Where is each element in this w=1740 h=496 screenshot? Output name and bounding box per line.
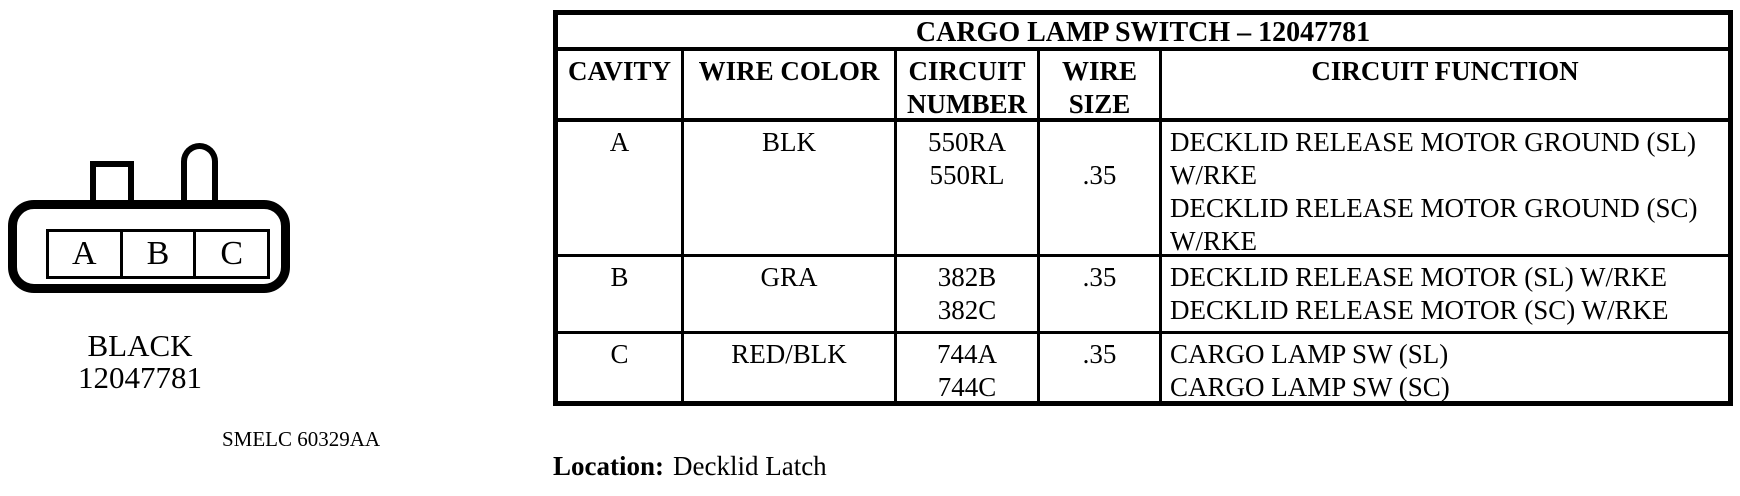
row-b-function-line-1: DECKLID RELEASE MOTOR (SL) W/RKE bbox=[1170, 262, 1667, 292]
cavity-c-label: C bbox=[220, 235, 244, 272]
row-a-function-line-4: W/RKE bbox=[1170, 226, 1257, 254]
table-header-row: CAVITY WIRE COLOR CIRCUIT NUMBER WIRE SI… bbox=[558, 51, 1728, 122]
row-b-function-line-2: DECKLID RELEASE MOTOR (SC) W/RKE bbox=[1170, 295, 1669, 325]
row-a-function-line-2: W/RKE bbox=[1170, 160, 1257, 190]
row-c-wire-color: RED/BLK bbox=[684, 334, 897, 401]
header-wire-size: WIRE SIZE bbox=[1040, 51, 1162, 118]
header-circuit-number: CIRCUIT NUMBER bbox=[897, 51, 1040, 118]
connector-index-tab-icon bbox=[90, 161, 134, 206]
row-c-function-line-1: CARGO LAMP SW (SL) bbox=[1170, 339, 1449, 369]
row-c-function-line-2: CARGO LAMP SW (SC) bbox=[1170, 372, 1450, 401]
connector-caption: BLACK 12047781 bbox=[30, 330, 250, 394]
cargo-lamp-switch-table: CARGO LAMP SWITCH – 12047781 CAVITY WIRE… bbox=[553, 10, 1733, 406]
header-wire-size-line2: SIZE bbox=[1068, 89, 1131, 118]
row-a-cavity: A bbox=[558, 122, 684, 254]
header-wire-size-line1: WIRE bbox=[1061, 56, 1137, 86]
row-a-circuit-numbers: 550RA 550RL bbox=[897, 122, 1040, 254]
table-row-cavity-a: A BLK 550RA 550RL .35 DECKLID RELEASE MO… bbox=[558, 122, 1728, 257]
connector-lock-tab-icon bbox=[181, 143, 218, 206]
row-a-function-line-3: DECKLID RELEASE MOTOR GROUND (SC) bbox=[1170, 193, 1698, 223]
row-a-circuit-function: DECKLID RELEASE MOTOR GROUND (SL) W/RKE … bbox=[1162, 122, 1728, 254]
connector-diagram: A B C BLACK 12047781 SMELC 60329AA bbox=[0, 0, 480, 496]
row-a-circuit-number-2: 550RL bbox=[929, 160, 1005, 190]
row-b-circuit-function: DECKLID RELEASE MOTOR (SL) W/RKE DECKLID… bbox=[1162, 257, 1728, 331]
table-row-cavity-b: B GRA 382B 382C .35 DECKLID RELEASE MOTO… bbox=[558, 257, 1728, 334]
row-c-circuit-number-2: 744C bbox=[937, 372, 997, 401]
row-b-cavity: B bbox=[558, 257, 684, 331]
row-b-wire-color: GRA bbox=[684, 257, 897, 331]
cavity-a-label: A bbox=[49, 232, 123, 276]
document-code: SMELC 60329AA bbox=[222, 427, 381, 451]
row-b-circuit-number-1: 382B bbox=[937, 262, 997, 292]
row-b-circuit-numbers: 382B 382C bbox=[897, 257, 1040, 331]
location-value: Decklid Latch bbox=[673, 451, 827, 481]
header-cavity: CAVITY bbox=[558, 51, 684, 118]
cavity-b-label: B bbox=[123, 232, 197, 276]
row-a-wire-color: BLK bbox=[684, 122, 897, 254]
row-a-wire-size: .35 bbox=[1040, 122, 1162, 254]
table-title: CARGO LAMP SWITCH – 12047781 bbox=[558, 15, 1728, 51]
row-c-cavity: C bbox=[558, 334, 684, 401]
cavity-row: A B C bbox=[46, 229, 270, 279]
header-circuit-function: CIRCUIT FUNCTION bbox=[1311, 56, 1579, 86]
connector-part-number: 12047781 bbox=[78, 360, 202, 395]
row-b-circuit-number-2: 382C bbox=[937, 295, 997, 325]
row-c-wire-size: .35 bbox=[1040, 334, 1162, 401]
connector-body: A B C bbox=[8, 200, 290, 293]
connector-color-label: BLACK bbox=[87, 328, 193, 363]
row-c-circuit-number-1: 744A bbox=[937, 339, 997, 369]
table-row-cavity-c: C RED/BLK 744A 744C .35 CARGO LAMP SW (S… bbox=[558, 334, 1728, 401]
row-a-circuit-number-1: 550RA bbox=[927, 127, 1006, 157]
row-c-circuit-numbers: 744A 744C bbox=[897, 334, 1040, 401]
location-line: Location: Decklid Latch bbox=[553, 450, 827, 483]
location-label: Location: bbox=[553, 451, 664, 481]
header-wire-color: WIRE COLOR bbox=[684, 51, 897, 118]
header-circuit-number-line2: NUMBER bbox=[907, 89, 1027, 118]
row-b-wire-size: .35 bbox=[1040, 257, 1162, 331]
row-c-circuit-function: CARGO LAMP SW (SL) CARGO LAMP SW (SC) bbox=[1162, 334, 1728, 401]
row-a-function-line-1: DECKLID RELEASE MOTOR GROUND (SL) bbox=[1170, 127, 1696, 157]
header-circuit-number-line1: CIRCUIT bbox=[908, 56, 1026, 86]
